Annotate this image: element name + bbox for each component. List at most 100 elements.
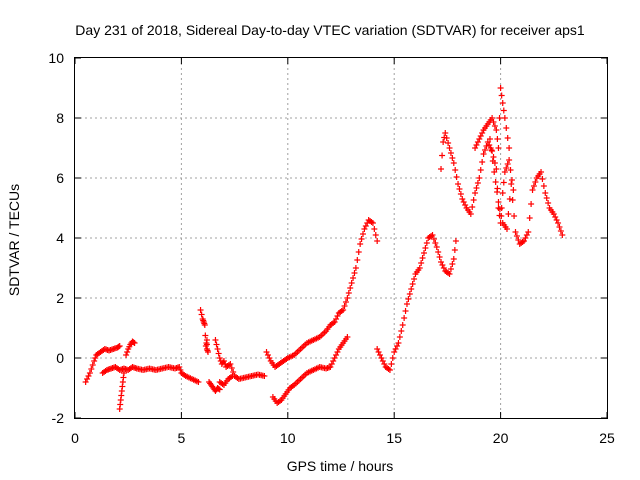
data-point — [340, 307, 347, 313]
data-point — [411, 276, 418, 282]
plot-frame — [74, 57, 608, 419]
data-point — [374, 346, 381, 352]
x-tick-label: 10 — [280, 430, 296, 446]
data-point — [195, 379, 202, 385]
data-point — [506, 196, 513, 202]
data-point — [176, 364, 183, 370]
data-point — [333, 316, 340, 322]
data-point — [477, 167, 484, 173]
x-tick-label: 25 — [599, 430, 615, 446]
data-point — [331, 355, 338, 361]
data-point — [446, 145, 453, 151]
data-point — [500, 179, 507, 186]
x-tick-label: 20 — [493, 430, 509, 446]
data-point — [456, 186, 463, 192]
data-point — [556, 224, 563, 230]
data-point — [447, 266, 454, 272]
data-point — [372, 232, 379, 238]
data-point — [131, 340, 138, 346]
data-point — [542, 190, 549, 196]
y-tick-label: 2 — [56, 290, 64, 306]
data-point — [375, 349, 382, 355]
data-point — [508, 181, 515, 187]
data-point — [124, 349, 131, 355]
data-point — [358, 236, 365, 242]
data-point — [449, 155, 456, 161]
data-point — [395, 340, 402, 346]
data-point — [477, 133, 484, 139]
data-point — [486, 136, 493, 142]
y-tick-label: 6 — [56, 170, 64, 186]
data-point — [408, 286, 415, 292]
data-point — [439, 262, 446, 268]
data-point — [488, 147, 495, 153]
data-point — [201, 322, 208, 328]
data-point — [503, 226, 510, 232]
x-tick-label: 5 — [178, 430, 186, 446]
data-point — [369, 220, 376, 226]
data-point — [476, 175, 483, 181]
data-point — [89, 362, 96, 368]
data-point — [228, 365, 235, 371]
data-point — [266, 355, 273, 361]
data-point — [115, 343, 122, 350]
data-point — [504, 161, 511, 167]
data-points — [82, 85, 566, 412]
data-point — [229, 373, 236, 379]
data-point — [559, 232, 566, 238]
data-point — [355, 249, 362, 255]
data-point — [481, 147, 488, 153]
data-point — [455, 181, 462, 187]
data-point — [503, 165, 510, 171]
data-point — [472, 145, 479, 151]
y-tick-label: -2 — [52, 410, 65, 426]
data-point — [86, 370, 93, 376]
data-point — [510, 187, 517, 193]
data-point — [130, 339, 137, 346]
data-point — [379, 358, 386, 364]
data-point — [347, 285, 354, 291]
data-point — [409, 281, 416, 287]
data-point — [438, 259, 445, 265]
data-point — [215, 385, 222, 392]
data-point — [418, 260, 425, 266]
data-point — [469, 204, 476, 210]
data-point — [450, 256, 457, 262]
data-point — [440, 265, 447, 271]
data-point — [490, 119, 497, 125]
data-point — [391, 349, 398, 355]
data-point — [496, 206, 503, 212]
data-point — [401, 315, 408, 321]
data-point — [501, 115, 508, 121]
data-point — [350, 275, 357, 281]
data-point — [511, 213, 518, 219]
data-point — [470, 197, 477, 203]
data-point — [526, 215, 533, 221]
data-point — [405, 296, 412, 302]
data-point — [433, 244, 440, 250]
data-point — [494, 136, 501, 142]
data-point — [443, 135, 450, 141]
data-point — [438, 166, 445, 172]
data-point — [451, 247, 458, 253]
data-point — [500, 107, 507, 114]
data-point — [480, 151, 487, 157]
data-point — [215, 350, 222, 357]
data-point — [498, 92, 505, 99]
data-point — [419, 255, 426, 261]
data-point — [447, 150, 454, 156]
data-point — [91, 358, 98, 364]
data-point — [88, 366, 95, 372]
data-point — [116, 343, 123, 349]
data-point — [402, 308, 409, 314]
y-tick-label: 8 — [56, 110, 64, 126]
data-point — [84, 376, 91, 382]
data-point — [545, 200, 552, 206]
data-point — [212, 337, 219, 343]
y-axis-label: SDTVAR / TECUs — [6, 184, 22, 296]
data-point — [214, 346, 221, 352]
data-point — [491, 123, 498, 129]
data-point — [539, 176, 546, 182]
data-point — [473, 185, 480, 191]
